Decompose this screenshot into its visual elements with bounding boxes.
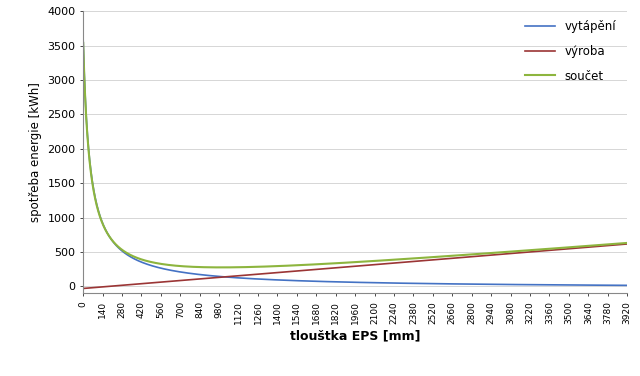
součet bbox=[218, 265, 225, 270]
Line: vytápění: vytápění bbox=[83, 41, 627, 285]
vytápění bbox=[178, 270, 186, 274]
výroba bbox=[433, 257, 441, 262]
součet bbox=[79, 41, 87, 45]
vytápění bbox=[485, 282, 493, 287]
vytápění bbox=[79, 39, 87, 43]
výroba bbox=[287, 269, 295, 274]
součet bbox=[287, 263, 295, 268]
Y-axis label: spotřeba energie [kWh]: spotřeba energie [kWh] bbox=[29, 82, 42, 222]
Legend: vytápění, výroba, součet: vytápění, výroba, součet bbox=[525, 20, 616, 83]
X-axis label: tlouštka EPS [mm]: tlouštka EPS [mm] bbox=[290, 329, 420, 343]
výroba bbox=[178, 278, 186, 283]
výroba bbox=[527, 250, 534, 254]
vytápění bbox=[287, 278, 295, 283]
vytápění bbox=[406, 281, 413, 285]
vytápění bbox=[527, 282, 534, 287]
výroba bbox=[79, 286, 87, 291]
součet bbox=[485, 251, 493, 255]
vytápění bbox=[433, 282, 441, 286]
výroba bbox=[406, 259, 413, 264]
součet bbox=[527, 248, 534, 252]
výroba bbox=[623, 242, 631, 246]
Line: součet: součet bbox=[83, 43, 627, 267]
součet bbox=[433, 255, 441, 259]
výroba bbox=[485, 253, 493, 258]
součet bbox=[406, 256, 413, 261]
součet bbox=[623, 241, 631, 245]
vytápění bbox=[623, 283, 631, 288]
Line: výroba: výroba bbox=[83, 244, 627, 288]
součet bbox=[178, 264, 186, 268]
